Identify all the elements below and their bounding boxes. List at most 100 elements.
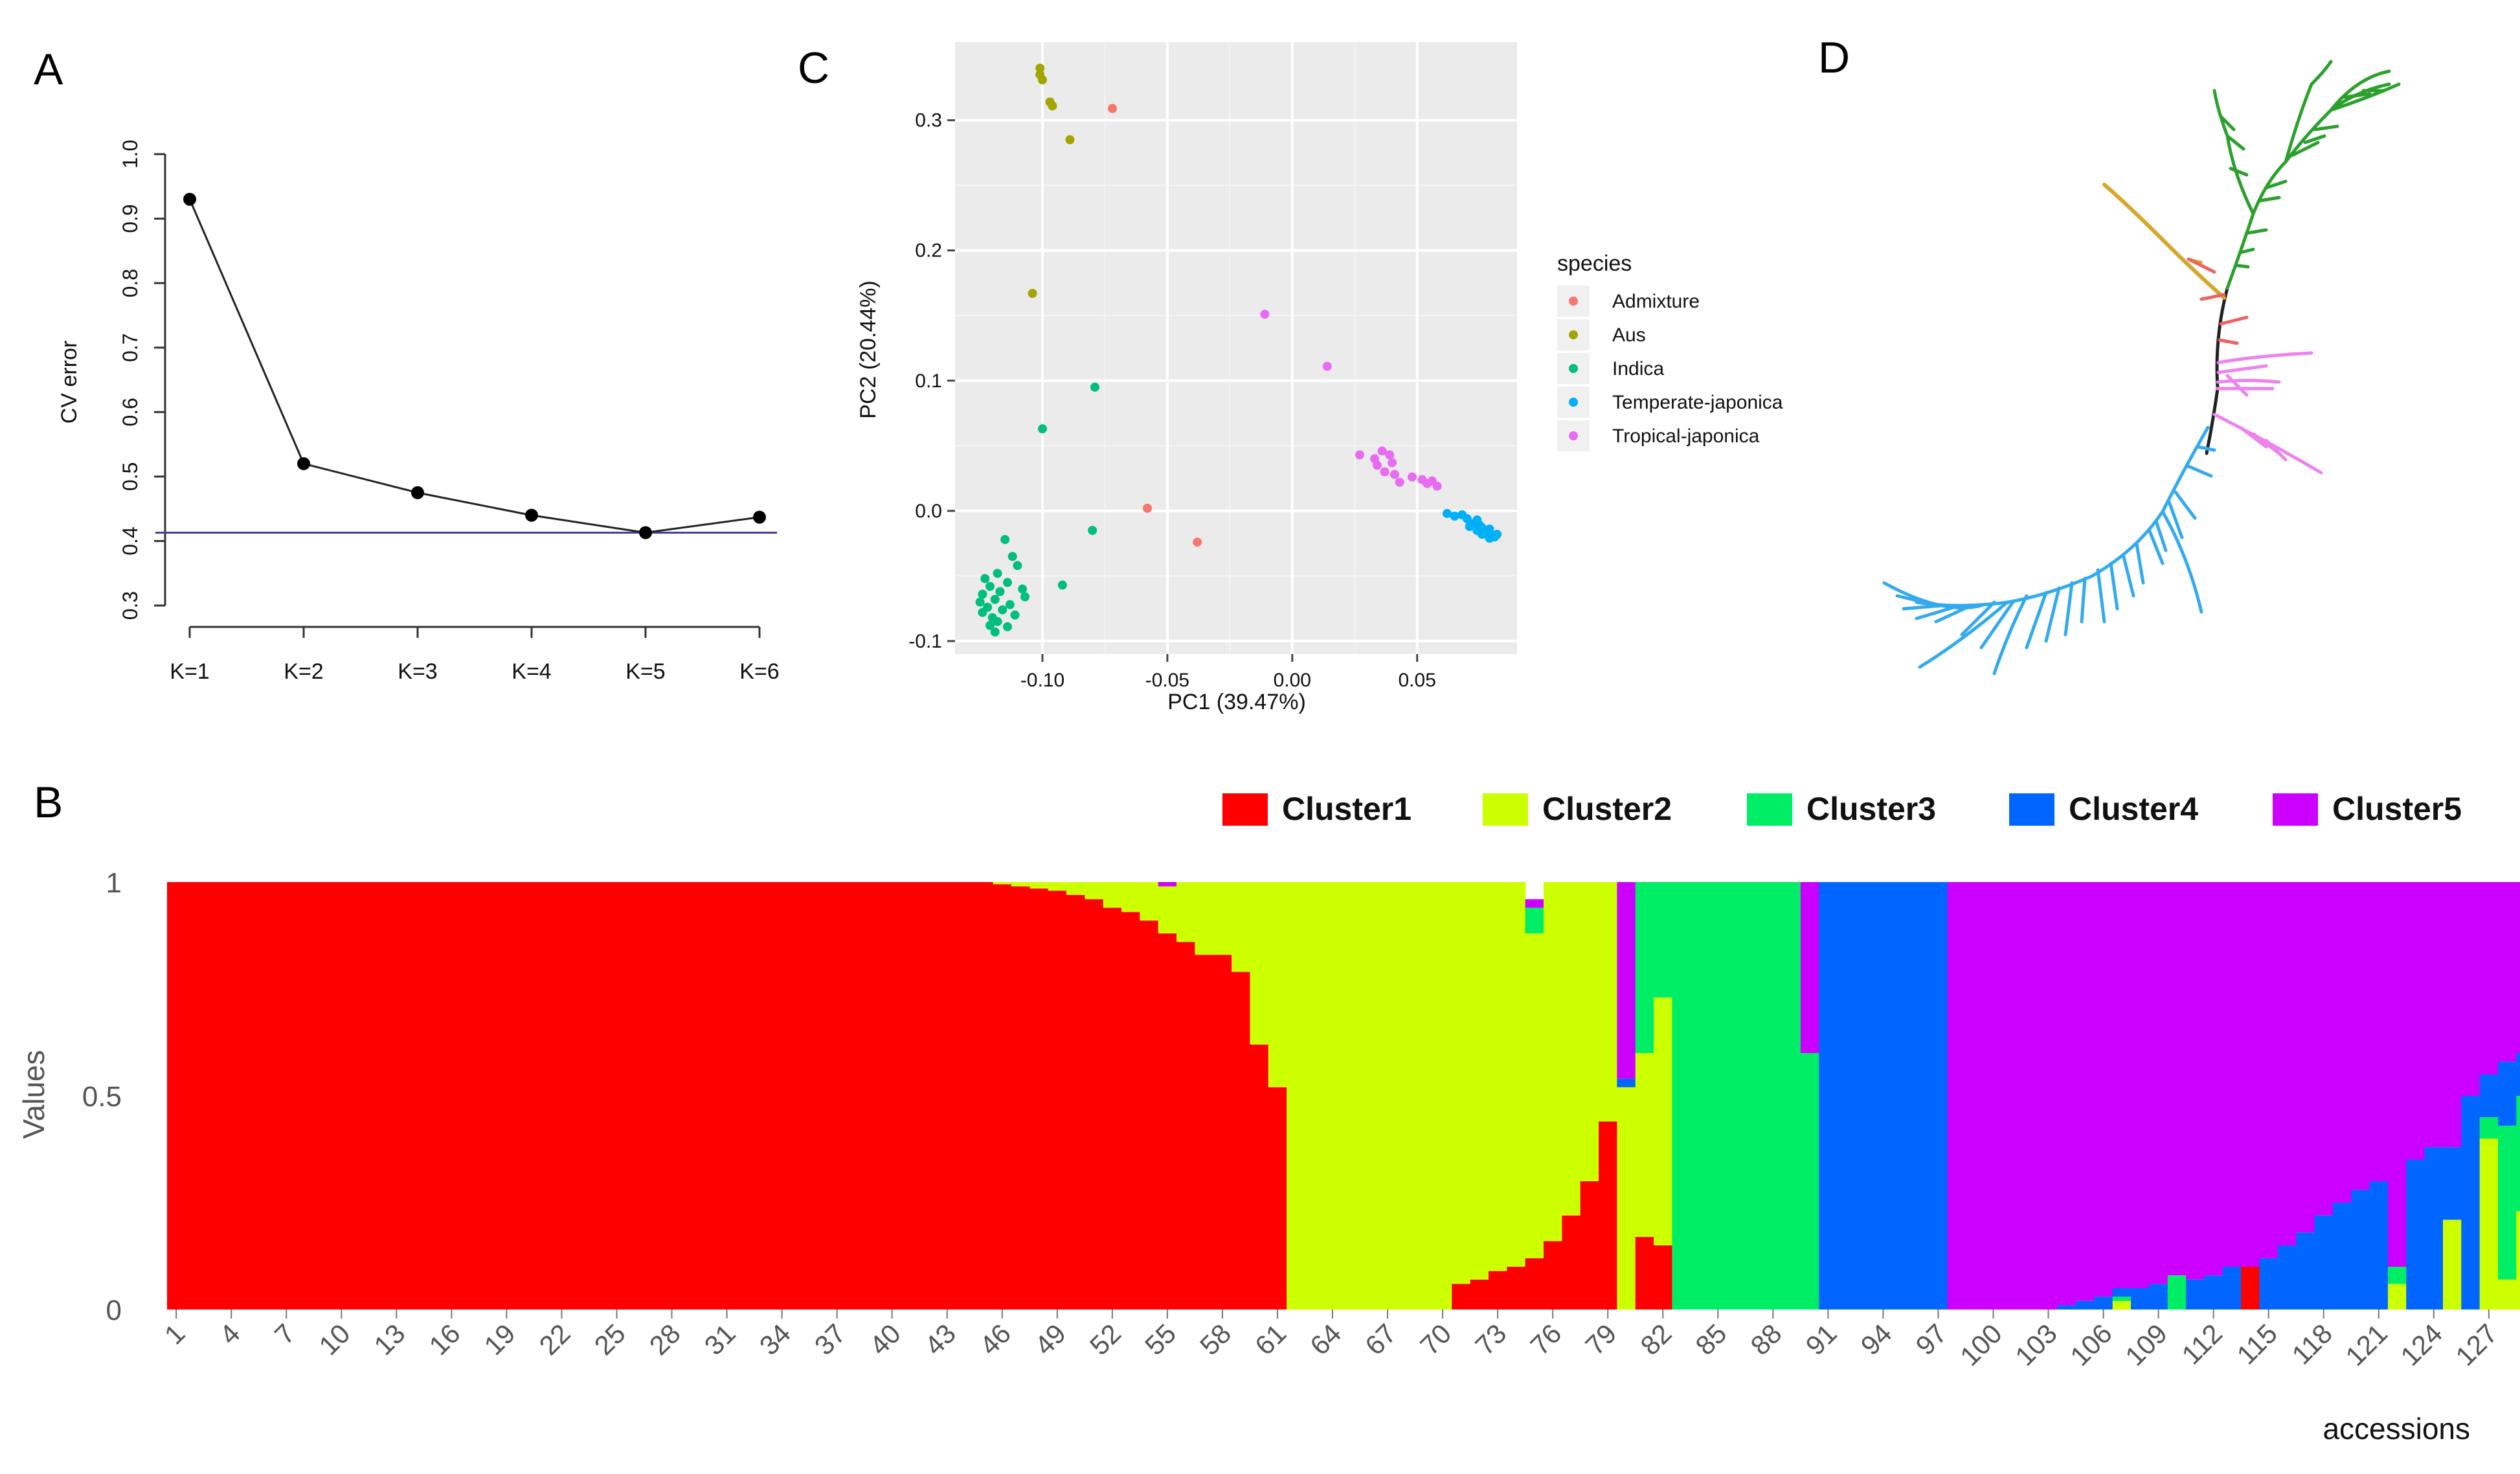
admixture-bar-segment-cluster4 [2516,1053,2520,1096]
admixture-bar-segment-cluster2 [1176,882,1196,942]
pca-legend-swatch [1569,364,1578,373]
pca-point-indica [995,587,1005,596]
admixture-y-tick-label: 1 [106,867,122,899]
admixture-bar-segment-cluster1 [313,882,333,1310]
tree-clade-green [2212,60,2401,290]
admixture-bar-segment-cluster3 [1764,882,1783,1310]
cv-error-y-tick-label: 0.7 [118,333,142,361]
admixture-bar-segment-cluster3 [2112,1297,2132,1301]
admixture-bar-segment-cluster1 [1470,1279,1489,1310]
cv-error-x-tick-label: K=2 [284,659,323,684]
admixture-bar-segment-cluster5 [2516,882,2520,1053]
admixture-x-tick-label: 13 [368,1318,411,1361]
admixture-bar-segment-cluster5 [2039,882,2058,1310]
admixture-bar-segment-cluster3 [1525,907,1544,934]
admixture-bar-segment-cluster3 [2516,1096,2520,1212]
admixture-bar-segment-cluster1 [167,882,186,1310]
pca-point-indica [990,595,1000,604]
pca-point-temperate-japonica [1472,525,1482,535]
admixture-bar-segment-cluster2 [1250,882,1269,1045]
pca-point-indica [1057,580,1067,590]
panel-letter-c: C [798,43,829,93]
admixture-x-tick-label: 124 [2394,1318,2448,1372]
admixture-bar-segment-cluster4 [2498,1061,2517,1126]
admixture-bar-segment-cluster2 [1121,882,1140,913]
tree-clade-red [2187,257,2249,345]
admixture-bar-segment-cluster1 [1048,890,1067,1310]
admixture-bar-segment-cluster4 [2186,1279,2205,1310]
admixture-bar-segment-cluster3 [2387,1267,2407,1284]
admixture-bar-segment-cluster1 [1213,955,1232,1310]
panel-letter-d: D [1818,33,1850,82]
admixture-x-tick-label: 55 [1139,1318,1182,1361]
admixture-bar-segment-cluster5 [2057,882,2076,1306]
admixture-bar-segment-cluster5 [2112,882,2132,1288]
admixture-bar-segment-cluster1 [203,882,223,1310]
admixture-bar-segment-cluster1 [1121,912,1140,1310]
admixture-bar-segment-cluster3 [2498,1126,2517,1280]
admixture-bar-segment-cluster1 [938,882,957,1310]
admixture-bar-segment-cluster1 [846,882,865,1310]
pca-point-tropical-japonica [1260,310,1270,319]
admixture-bar-segment-cluster4 [1837,882,1856,1310]
admixture-bar-segment-cluster5 [2131,882,2150,1288]
admixture-bar-segment-cluster1 [478,882,498,1310]
pca-point-indica [1000,535,1010,545]
admixture-bar-segment-cluster1 [1029,888,1049,1310]
admixture-x-tick-label: 112 [2176,1318,2228,1370]
admixture-bar-segment-cluster4 [2204,1275,2223,1310]
admixture-bar-segment-cluster1 [295,882,315,1310]
admixture-bar-segment-cluster3 [1654,882,1673,998]
cv-error-marks [155,192,777,539]
cv-error-x-tick-label: K=4 [512,659,551,684]
cv-error-point [183,192,196,206]
pca-point-tropical-japonica [1385,450,1395,460]
cv-error-axes: 0.3 0.4 0.5 0.6 0.7 0.8 0.9 1.0 K=1 K=2 K=3 K=4 K=5 K… [118,140,780,684]
pca-legend-swatch [1569,398,1578,407]
pca-legend-swatch [1569,431,1578,440]
admixture-bar-segment-cluster2 [1066,882,1085,895]
pca-point-tropical-japonica [1432,481,1442,491]
pca-y-tick-label: 0.3 [915,110,942,131]
admixture-bar-segment-cluster5 [1965,882,1985,1310]
admixture-x-tick-label: 70 [1414,1318,1457,1361]
admixture-bar-segment-cluster1 [1085,899,1104,1310]
admixture-bar-segment-cluster3 [2479,1117,2499,1139]
admixture-bar-segment-cluster4 [2461,1096,2481,1310]
admixture-bar-segment-cluster5 [2167,882,2187,1276]
admixture-x-tick-label: 31 [699,1318,741,1361]
admixture-bar-segment-cluster1 [1103,907,1122,1310]
admixture-bar-segment-cluster1 [772,882,792,1310]
admixture-bar-segment-cluster4 [2314,1215,2334,1310]
admixture-x-tick-label: 37 [809,1318,851,1361]
admixture-bar-segment-cluster5 [1158,882,1177,887]
admixture-x-tick-label: 91 [1799,1318,1842,1361]
pca-legend-label: Temperate-japonica [1612,392,1783,413]
admixture-x-tick-label: 88 [1744,1318,1787,1361]
admixture-bar-segment-cluster4 [2332,1203,2352,1310]
admixture-bar-segment-cluster3 [1635,882,1654,1053]
admixture-x-tick-label: 4 [214,1318,246,1350]
admixture-bar-segment-cluster1 [644,882,663,1310]
admixture-bar-segment-cluster4 [1892,882,1911,1310]
admixture-bar-segment-cluster1 [662,882,682,1310]
cv-error-x-tick-label: K=3 [398,659,437,684]
pca-y-tick-label: 0.1 [915,370,942,392]
admixture-bar-segment-cluster5 [2387,882,2407,1267]
admixture-x-tick-label: 82 [1634,1318,1677,1361]
pca-point-indica [1005,600,1015,609]
admixture-x-tick-label: 127 [2449,1318,2503,1372]
admixture-bar-segment-cluster1 [1011,886,1030,1310]
pca-point-indica [1003,622,1013,631]
cv-error-x-tick-label: K=6 [739,659,779,684]
admixture-bar-segment-cluster2 [1195,882,1214,955]
pca-x-axis-title: PC1 (39.47%) [1167,690,1306,714]
admixture-bar-segment-cluster1 [1543,1241,1562,1310]
admixture-bar-segment-cluster5 [2332,882,2352,1203]
pca-point-tropical-japonica [1388,458,1397,468]
admixture-x-tick-label: 61 [1249,1318,1292,1361]
admixture-bar-segment-cluster2 [2442,1219,2462,1310]
admixture-bar-segment-cluster1 [1654,1245,1673,1310]
pca-point-tropical-japonica [1380,467,1389,477]
cv-error-point [297,457,310,470]
